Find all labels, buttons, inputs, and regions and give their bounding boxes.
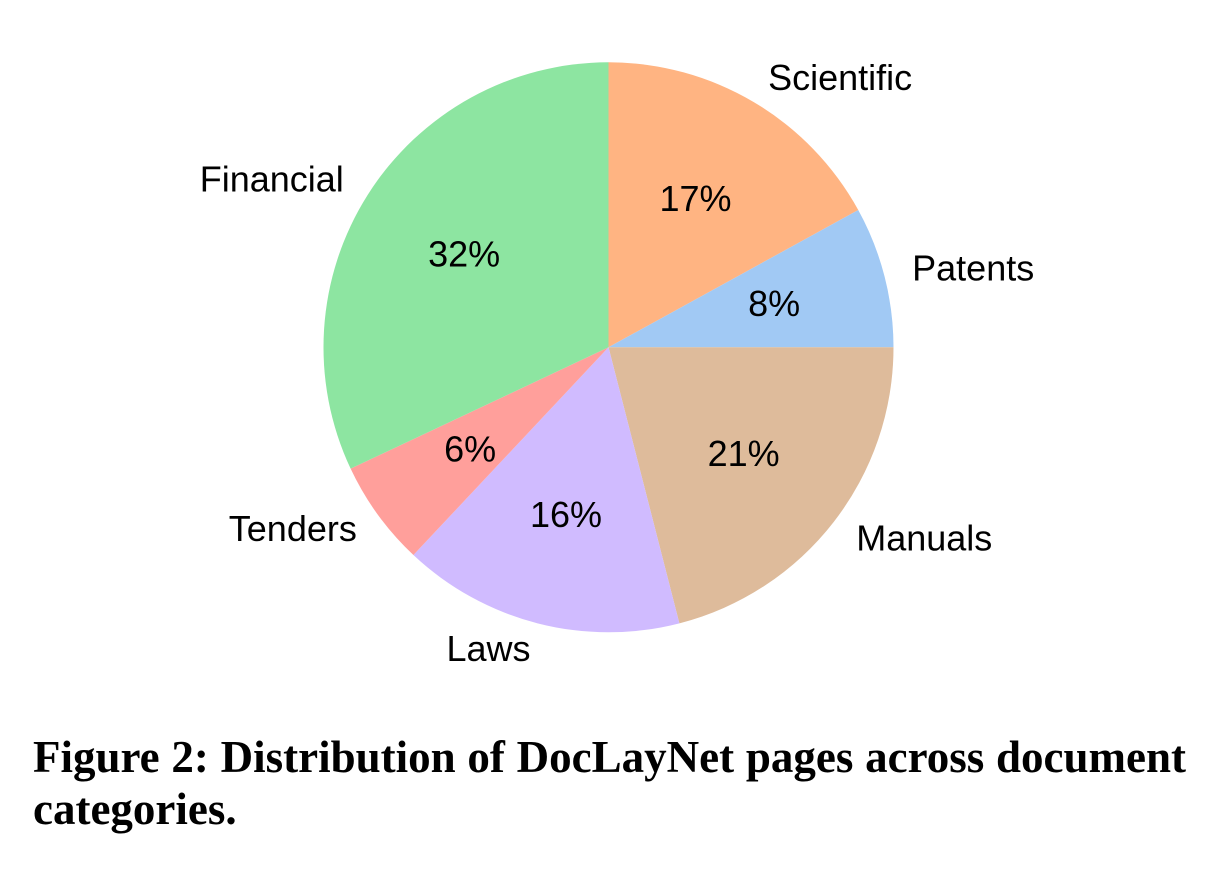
- svg-text:Patents: Patents: [912, 247, 1034, 288]
- svg-text:21%: 21%: [708, 433, 780, 474]
- svg-text:8%: 8%: [748, 283, 800, 324]
- svg-text:32%: 32%: [428, 234, 500, 275]
- svg-text:Scientific: Scientific: [768, 57, 912, 98]
- svg-text:Tenders: Tenders: [229, 508, 357, 549]
- svg-text:6%: 6%: [444, 428, 496, 469]
- svg-text:16%: 16%: [530, 494, 602, 535]
- svg-text:Financial: Financial: [200, 158, 344, 199]
- svg-text:Manuals: Manuals: [856, 517, 992, 558]
- svg-text:17%: 17%: [660, 178, 732, 219]
- svg-text:Laws: Laws: [446, 628, 530, 669]
